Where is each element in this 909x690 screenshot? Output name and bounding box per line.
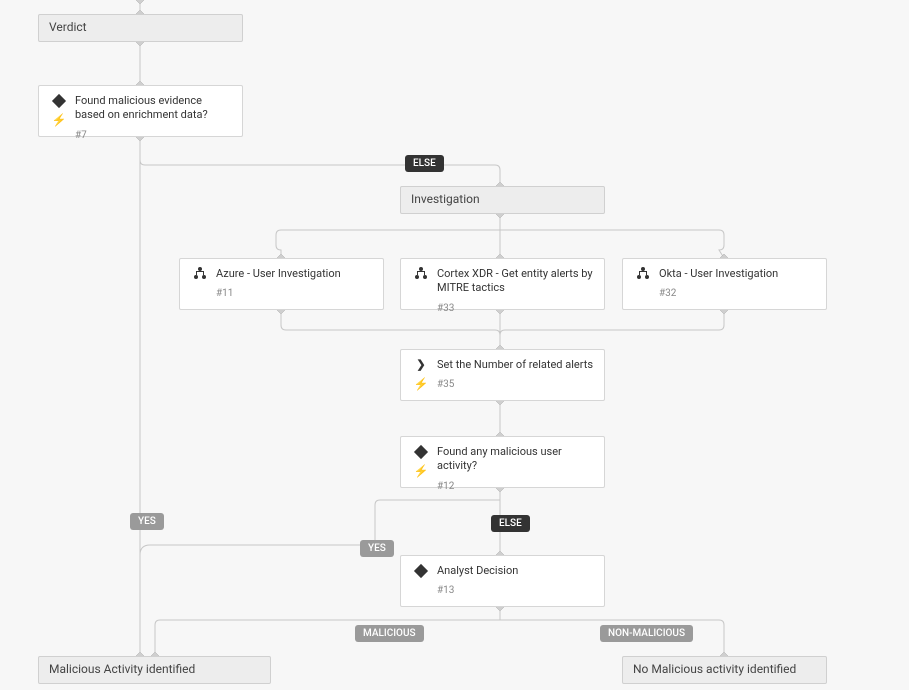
azure-node[interactable]: Azure - User Investigation #11 xyxy=(179,258,384,310)
node-label: Analyst Decision xyxy=(437,564,594,578)
tree-icon xyxy=(637,267,649,279)
tree-icon xyxy=(194,267,206,279)
task-id: #12 xyxy=(437,480,594,493)
chevron-icon xyxy=(416,358,425,372)
nonmalicious-label: NON-MALICIOUS xyxy=(600,625,693,642)
yes-label: YES xyxy=(360,540,394,557)
node-label: Investigation xyxy=(411,192,480,208)
task-id: #33 xyxy=(437,302,594,315)
diamond-icon xyxy=(52,94,66,108)
task-id: #32 xyxy=(659,287,816,300)
malicious-header[interactable]: Malicious Activity identified xyxy=(38,656,271,684)
nonmalicious-header[interactable]: No Malicious activity identified xyxy=(622,656,827,684)
node-label: Found malicious evidence based on enrich… xyxy=(75,94,232,123)
bolt-icon: ⚡ xyxy=(414,378,429,390)
node-label: Verdict xyxy=(49,20,87,36)
diamond-icon xyxy=(414,445,428,459)
bolt-icon: ⚡ xyxy=(414,465,429,477)
node-label: Malicious Activity identified xyxy=(49,662,195,678)
malicious-label: MALICIOUS xyxy=(355,625,424,642)
cortex-node[interactable]: Cortex XDR - Get entity alerts by MITRE … xyxy=(400,258,605,310)
node-label: Found any malicious user activity? xyxy=(437,445,594,474)
verdict-header[interactable]: Verdict xyxy=(38,14,243,42)
task-id: #11 xyxy=(216,287,373,300)
task-id: #35 xyxy=(437,378,594,391)
task-id: #13 xyxy=(437,584,594,597)
investigation-header[interactable]: Investigation xyxy=(400,186,605,214)
tree-icon xyxy=(415,267,427,279)
node-label: Set the Number of related alerts xyxy=(437,358,594,372)
else-label: ELSE xyxy=(405,155,444,172)
else-label: ELSE xyxy=(491,515,530,532)
okta-node[interactable]: Okta - User Investigation #32 xyxy=(622,258,827,310)
analyst-node[interactable]: Analyst Decision #13 xyxy=(400,555,605,607)
task-id: #7 xyxy=(75,129,232,142)
yes-label: YES xyxy=(130,513,164,530)
node-label: Okta - User Investigation xyxy=(659,267,816,281)
found-evidence-node[interactable]: ⚡ Found malicious evidence based on enri… xyxy=(38,85,243,137)
bolt-icon: ⚡ xyxy=(52,114,67,126)
node-label: No Malicious activity identified xyxy=(633,662,796,678)
node-label: Cortex XDR - Get entity alerts by MITRE … xyxy=(437,267,594,296)
node-label: Azure - User Investigation xyxy=(216,267,373,281)
found-activity-node[interactable]: ⚡ Found any malicious user activity? #12 xyxy=(400,436,605,488)
set-number-node[interactable]: ⚡ Set the Number of related alerts #35 xyxy=(400,349,605,401)
diamond-icon xyxy=(414,564,428,578)
